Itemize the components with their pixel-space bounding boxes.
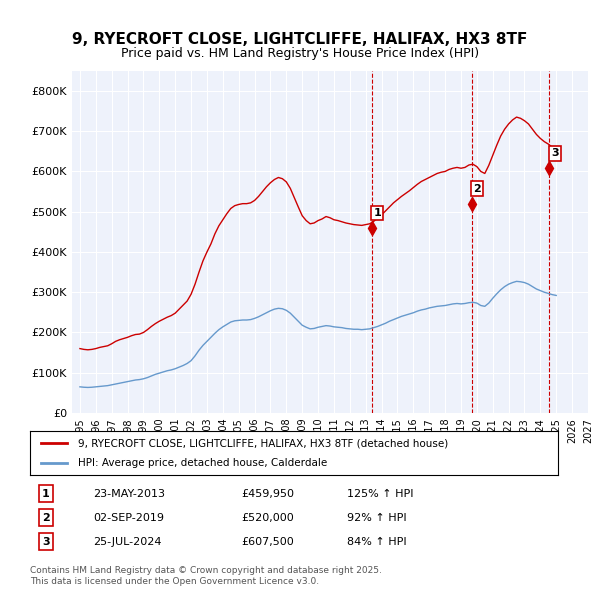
Text: 84% ↑ HPI: 84% ↑ HPI (347, 537, 406, 546)
Text: 125% ↑ HPI: 125% ↑ HPI (347, 489, 413, 499)
Text: 23-MAY-2013: 23-MAY-2013 (94, 489, 166, 499)
Text: 25-JUL-2024: 25-JUL-2024 (94, 537, 162, 546)
Text: 2: 2 (473, 183, 481, 194)
Text: 2: 2 (42, 513, 50, 523)
Text: 1: 1 (42, 489, 50, 499)
Text: 3: 3 (551, 148, 559, 158)
Text: 1: 1 (374, 208, 381, 218)
Text: HPI: Average price, detached house, Calderdale: HPI: Average price, detached house, Cald… (77, 458, 327, 467)
Text: £607,500: £607,500 (241, 537, 294, 546)
Text: £520,000: £520,000 (241, 513, 294, 523)
Text: 9, RYECROFT CLOSE, LIGHTCLIFFE, HALIFAX, HX3 8TF: 9, RYECROFT CLOSE, LIGHTCLIFFE, HALIFAX,… (73, 32, 527, 47)
Text: 92% ↑ HPI: 92% ↑ HPI (347, 513, 406, 523)
Text: 9, RYECROFT CLOSE, LIGHTCLIFFE, HALIFAX, HX3 8TF (detached house): 9, RYECROFT CLOSE, LIGHTCLIFFE, HALIFAX,… (77, 438, 448, 448)
Text: 3: 3 (42, 537, 50, 546)
Text: 02-SEP-2019: 02-SEP-2019 (94, 513, 164, 523)
Text: Price paid vs. HM Land Registry's House Price Index (HPI): Price paid vs. HM Land Registry's House … (121, 47, 479, 60)
Text: £459,950: £459,950 (241, 489, 294, 499)
Text: Contains HM Land Registry data © Crown copyright and database right 2025.
This d: Contains HM Land Registry data © Crown c… (30, 566, 382, 586)
